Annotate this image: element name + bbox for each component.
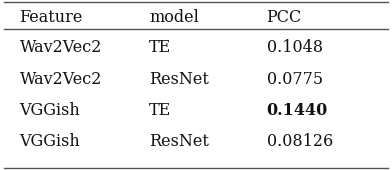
Text: Wav2Vec2: Wav2Vec2 [20,71,102,88]
Text: ResNet: ResNet [149,71,209,88]
Text: TE: TE [149,102,171,119]
Text: VGGish: VGGish [20,133,80,150]
Text: Feature: Feature [20,9,83,26]
Text: PCC: PCC [267,9,302,26]
Text: model: model [149,9,199,26]
Text: 0.0775: 0.0775 [267,71,323,88]
Text: 0.08126: 0.08126 [267,133,333,150]
Text: 0.1440: 0.1440 [267,102,328,119]
Text: VGGish: VGGish [20,102,80,119]
Text: ResNet: ResNet [149,133,209,150]
Text: 0.1048: 0.1048 [267,39,323,56]
Text: Wav2Vec2: Wav2Vec2 [20,39,102,56]
Text: TE: TE [149,39,171,56]
